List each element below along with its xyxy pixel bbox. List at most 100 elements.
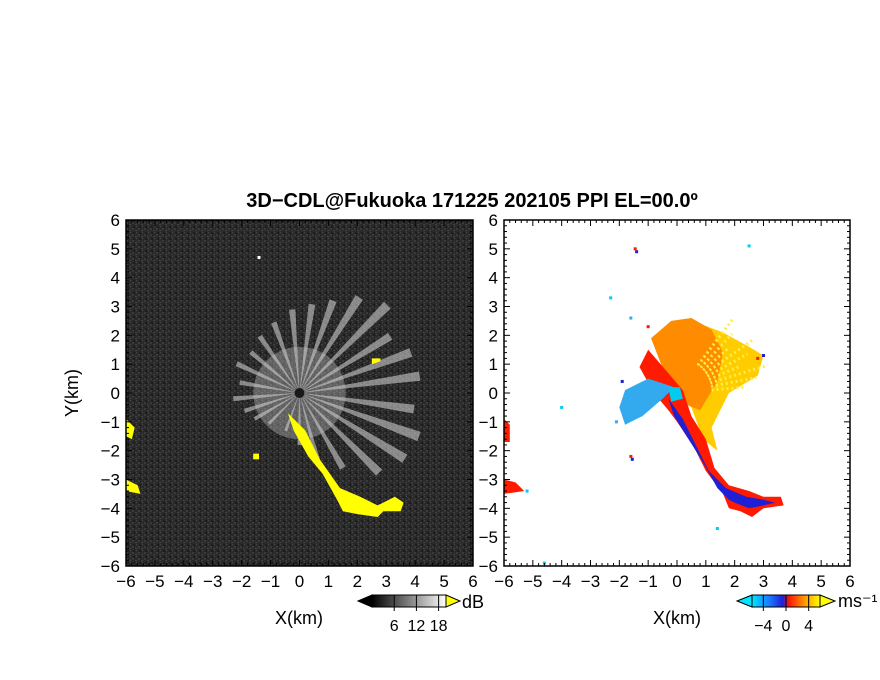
echo-yellow-left-edge [126,419,135,440]
echo-ray [299,299,337,393]
y-tick-label: −3 [101,471,120,490]
echo-ray [299,295,363,393]
x-tick-label: 2 [353,572,362,591]
colorbar-tick-label: 12 [408,618,426,635]
velocity-vel-blue-west [619,378,675,425]
velocity-speck [747,244,751,248]
db-colorbar-unit: dB [462,592,484,612]
left-xlabel: X(km) [275,608,323,628]
x-tick-label: 2 [730,572,739,591]
x-tick-label: 4 [788,572,797,591]
echo-ray [299,393,320,461]
y-tick-label: 6 [489,211,498,230]
y-tick-label: −3 [479,471,498,490]
y-tick-label: −2 [479,442,498,461]
db-colorbar-arrow-right [445,594,462,608]
x-tick-label: −4 [174,572,193,591]
y-tick-label: 2 [489,326,498,345]
x-tick-label: 1 [324,572,333,591]
velocity-speck [762,354,765,358]
y-tick-label: 3 [111,298,120,317]
x-tick-label: 6 [845,572,854,591]
velocity-colorbar-arrow-left [735,594,753,608]
velocity-vel-left-red-top [504,419,510,442]
echo-ray [299,303,316,393]
y-tick-label: −6 [101,557,120,576]
x-tick-label: 4 [410,572,419,591]
velocity-speck [630,457,634,461]
echo-ray [299,348,413,393]
right-xlabel: X(km) [653,608,701,628]
colorbar-tick-label: 4 [804,618,813,635]
echo-ray [299,393,408,463]
y-tick-label: 0 [111,384,120,403]
velocity-speck [629,454,633,458]
db-colorbar-gradient [371,594,447,608]
velocity-speck [635,250,639,254]
y-tick-label: −2 [101,442,120,461]
y-tick-label: −5 [479,528,498,547]
echo-ray [289,309,300,393]
echo-ray [299,393,421,442]
echo-yellow-left-low [126,479,141,494]
velocity-speck [620,379,624,383]
velocity-speck [715,527,719,531]
y-tick-label: 1 [111,355,120,374]
left-ylabel: Y(km) [62,369,82,417]
velocity-speck [614,420,618,424]
velocity-colorbar-arrow-right [819,594,837,608]
y-tick-label: 4 [111,269,120,288]
x-tick-label: −1 [261,572,280,591]
echo-ray [233,393,300,402]
y-tick-label: 3 [489,298,498,317]
echo-ray [253,393,300,421]
y-tick-label: −4 [101,499,120,518]
x-tick-label: 0 [672,572,681,591]
db-colorbar-arrow-left [356,594,373,608]
colorbar-tick-label: 18 [430,618,448,635]
y-tick-label: −5 [101,528,120,547]
db-colorbar: 6 12 18 dB [356,592,484,635]
y-tick-label: −6 [479,557,498,576]
velocity-vel-blue-core [668,398,775,509]
echo-ray [239,380,300,393]
echo-ray [299,371,421,393]
echo-yellow-echo [287,413,404,517]
x-tick-label: −5 [145,572,164,591]
chart-title: 3D−CDL@Fukuoka 171225 202105 PPI EL=00.0… [246,190,698,212]
x-tick-label: −4 [552,572,571,591]
x-tick-label: 3 [759,572,768,591]
x-tick-label: −1 [638,572,657,591]
echo-ray [257,334,300,393]
echo-ray [249,350,300,393]
echo-ray [299,393,415,414]
y-tick-label: 4 [489,269,498,288]
y-tick-label: −4 [479,499,498,518]
x-tick-label: −6 [116,572,135,591]
echo-ray [271,321,300,393]
velocity-colorbar-unit: ms⁻¹ [838,591,878,611]
y-tick-label: 5 [111,240,120,259]
y-tick-label: 6 [111,211,120,230]
y-tick-label: −1 [479,413,498,432]
x-tick-label: 3 [382,572,391,591]
x-tick-label: 0 [295,572,304,591]
y-tick-label: 0 [489,384,498,403]
echo-ray [267,393,300,425]
echo-yellow-tiny [253,453,259,460]
x-tick-label: 1 [701,572,710,591]
y-tick-label: 1 [489,355,498,374]
colorbar-tick-label: 0 [782,618,791,635]
velocity-colorbar: −4 0 4 ms⁻¹ [735,591,878,635]
x-tick-label: 5 [439,572,448,591]
colorbar-tick-label: −4 [754,618,772,635]
velocity-speck [756,356,760,360]
x-tick-label: −2 [610,572,629,591]
velocity-ray [711,385,747,392]
velocity-speck [633,247,637,251]
radar-center [294,388,305,398]
x-tick-label: −6 [494,572,513,591]
velocity-ray [708,364,742,381]
